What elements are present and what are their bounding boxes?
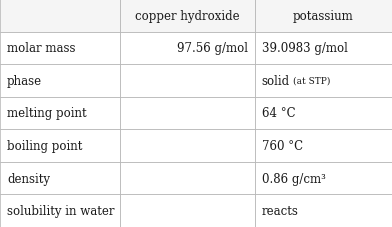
Bar: [0, 97, 120, 130]
Bar: [0, 65, 120, 97]
Bar: [0, 32, 120, 65]
Text: melting point: melting point: [7, 107, 87, 120]
Bar: [255, 0, 392, 32]
Text: solid: solid: [262, 75, 290, 88]
Bar: [120, 130, 255, 162]
Text: solubility in water: solubility in water: [7, 204, 114, 217]
Bar: [255, 195, 392, 227]
Text: phase: phase: [7, 75, 42, 88]
Bar: [0, 130, 120, 162]
Bar: [120, 97, 255, 130]
Bar: [255, 32, 392, 65]
Text: (at STP): (at STP): [293, 76, 330, 86]
Text: molar mass: molar mass: [7, 42, 76, 55]
Text: 64 °C: 64 °C: [262, 107, 296, 120]
Text: 39.0983 g/mol: 39.0983 g/mol: [262, 42, 348, 55]
Text: 760 °C: 760 °C: [262, 139, 303, 152]
Bar: [0, 195, 120, 227]
Bar: [120, 32, 255, 65]
Bar: [255, 65, 392, 97]
Text: potassium: potassium: [293, 10, 354, 23]
Bar: [120, 65, 255, 97]
Text: 97.56 g/mol: 97.56 g/mol: [177, 42, 248, 55]
Text: copper hydroxide: copper hydroxide: [135, 10, 240, 23]
Bar: [0, 162, 120, 195]
Text: density: density: [7, 172, 50, 185]
Bar: [0, 0, 120, 32]
Bar: [120, 0, 255, 32]
Bar: [120, 162, 255, 195]
Text: 0.86 g/cm³: 0.86 g/cm³: [262, 172, 326, 185]
Text: boiling point: boiling point: [7, 139, 82, 152]
Bar: [255, 97, 392, 130]
Bar: [120, 195, 255, 227]
Text: reacts: reacts: [262, 204, 299, 217]
Bar: [255, 162, 392, 195]
Bar: [255, 130, 392, 162]
